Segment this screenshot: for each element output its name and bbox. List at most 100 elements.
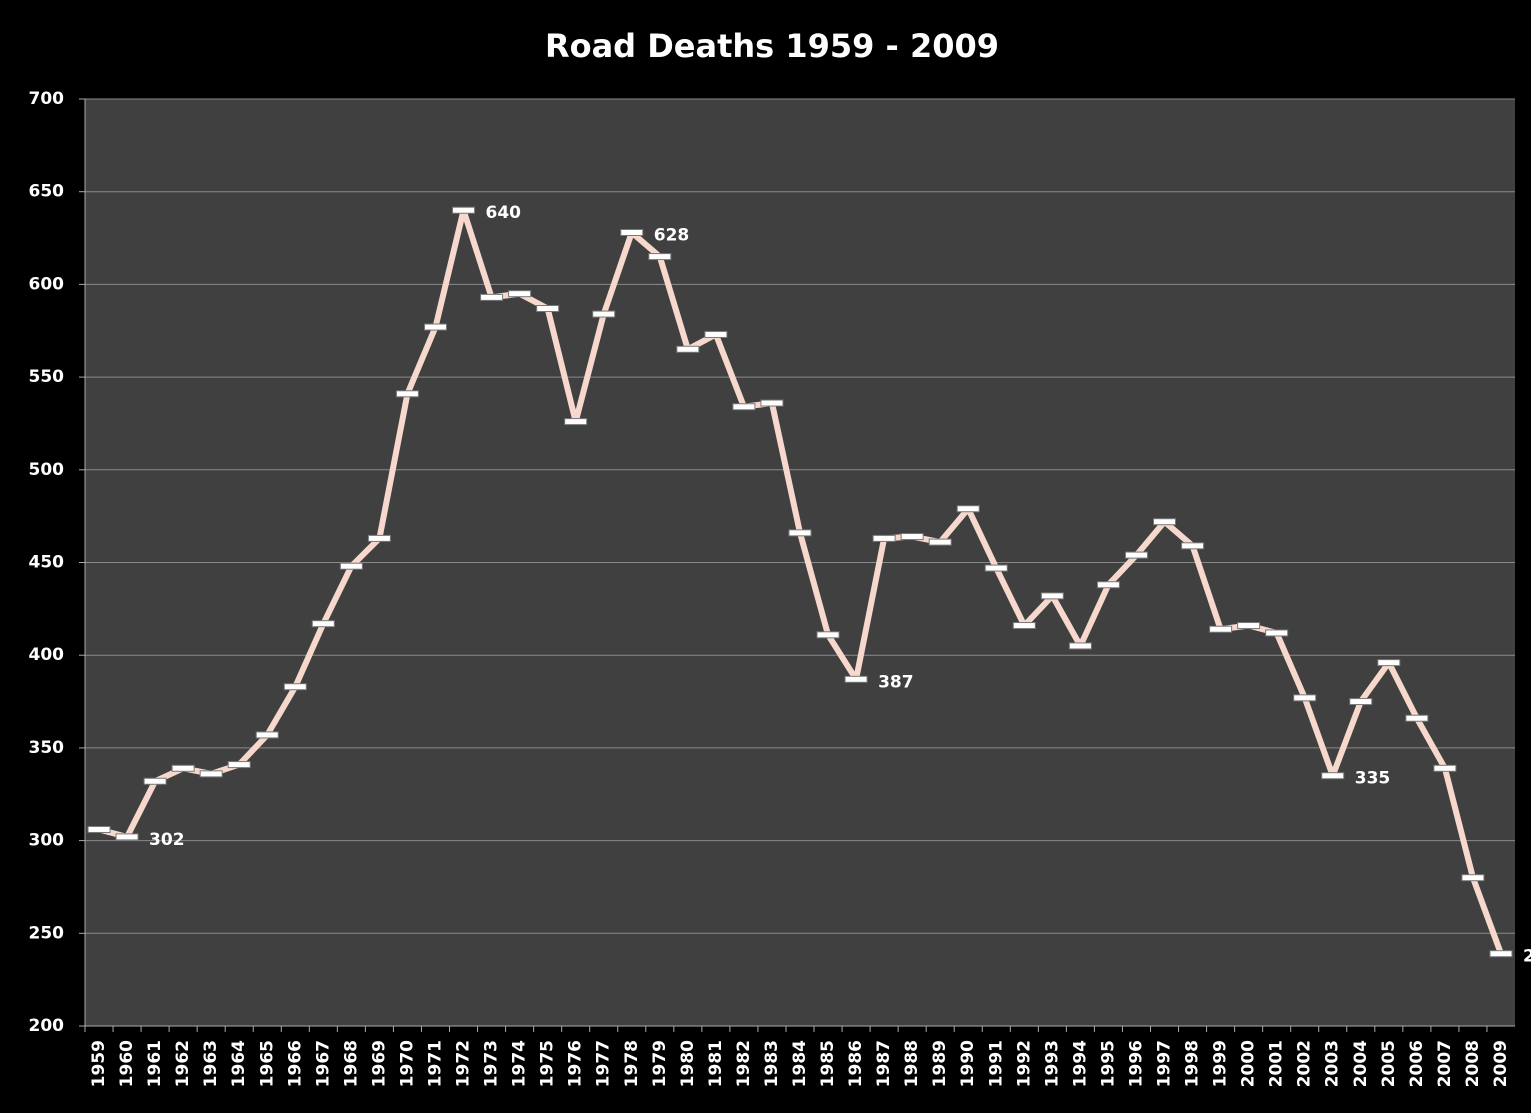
y-tick-label: 300 xyxy=(29,831,65,851)
marker xyxy=(283,683,307,691)
marker xyxy=(423,323,447,331)
marker xyxy=(115,833,139,841)
marker xyxy=(171,764,195,772)
x-tick-label: 1967 xyxy=(313,1040,333,1087)
chart-title: Road Deaths 1959 - 2009 xyxy=(545,27,999,65)
marker xyxy=(732,403,756,411)
x-tick-label: 1996 xyxy=(1126,1040,1146,1087)
marker xyxy=(508,290,532,298)
marker xyxy=(1181,542,1205,550)
x-tick-label: 1981 xyxy=(706,1040,726,1087)
marker xyxy=(87,825,111,833)
data-label: 302 xyxy=(149,830,185,850)
x-tick-label: 1961 xyxy=(145,1040,165,1087)
x-tick-label: 1976 xyxy=(566,1040,586,1087)
marker xyxy=(956,505,980,513)
x-tick-label: 1965 xyxy=(257,1040,277,1087)
x-tick-label: 1975 xyxy=(538,1040,558,1087)
y-tick-label: 600 xyxy=(29,274,65,294)
x-tick-label: 1977 xyxy=(594,1040,614,1087)
marker xyxy=(199,770,223,778)
x-tick-label: 1984 xyxy=(790,1040,810,1087)
marker xyxy=(1265,629,1289,637)
y-tick-label: 650 xyxy=(29,182,65,202)
x-tick-label: 1978 xyxy=(622,1040,642,1087)
x-tick-label: 1986 xyxy=(846,1040,866,1087)
marker xyxy=(1237,622,1261,630)
x-tick-label: 1962 xyxy=(173,1040,193,1087)
marker xyxy=(1377,659,1401,667)
x-tick-label: 1968 xyxy=(341,1040,361,1087)
marker xyxy=(311,620,335,628)
marker xyxy=(704,330,728,338)
marker xyxy=(928,538,952,546)
x-tick-label: 1959 xyxy=(89,1040,109,1087)
x-tick-label: 1971 xyxy=(425,1040,445,1087)
marker xyxy=(648,253,672,261)
marker xyxy=(1461,874,1485,882)
x-tick-label: 2000 xyxy=(1239,1040,1259,1087)
marker xyxy=(1153,518,1177,526)
y-tick-label: 700 xyxy=(29,89,65,109)
x-tick-label: 1974 xyxy=(510,1040,530,1087)
x-tick-label: 2004 xyxy=(1351,1040,1371,1087)
x-tick-label: 1969 xyxy=(369,1040,389,1087)
marker xyxy=(227,761,251,769)
marker xyxy=(1040,592,1064,600)
marker xyxy=(872,534,896,542)
x-tick-label: 1998 xyxy=(1183,1040,1203,1087)
x-tick-label: 1960 xyxy=(117,1040,137,1087)
marker xyxy=(1209,625,1233,633)
marker xyxy=(1405,714,1429,722)
marker xyxy=(255,731,279,739)
x-tick-label: 1995 xyxy=(1098,1040,1118,1087)
x-tick-label: 1980 xyxy=(678,1040,698,1087)
y-tick-label: 550 xyxy=(29,367,65,387)
data-label: 640 xyxy=(486,203,522,223)
marker xyxy=(1012,622,1036,630)
x-tick-label: 1983 xyxy=(762,1040,782,1087)
x-tick-label: 1988 xyxy=(902,1040,922,1087)
x-tick-label: 2006 xyxy=(1407,1040,1427,1087)
marker xyxy=(592,310,616,318)
x-tick-label: 2003 xyxy=(1323,1040,1343,1087)
x-tick-label: 2005 xyxy=(1379,1040,1399,1087)
marker xyxy=(452,206,476,214)
marker xyxy=(620,228,644,236)
x-tick-label: 2002 xyxy=(1295,1040,1315,1087)
data-label: 387 xyxy=(878,672,914,692)
marker xyxy=(143,777,167,785)
x-tick-label: 1997 xyxy=(1155,1040,1175,1087)
x-tick-label: 1999 xyxy=(1211,1040,1231,1087)
x-tick-label: 1966 xyxy=(285,1040,305,1087)
marker xyxy=(760,399,784,407)
marker xyxy=(844,675,868,683)
x-tick-label: 2007 xyxy=(1435,1040,1455,1087)
x-tick-label: 2009 xyxy=(1491,1040,1511,1087)
marker xyxy=(536,305,560,313)
x-tick-label: 2008 xyxy=(1463,1040,1483,1087)
marker xyxy=(1433,764,1457,772)
x-tick-label: 1987 xyxy=(874,1040,894,1087)
marker xyxy=(395,390,419,398)
marker xyxy=(480,293,504,301)
y-tick-label: 250 xyxy=(29,923,65,943)
x-tick-label: 1993 xyxy=(1042,1040,1062,1087)
x-tick-label: 1963 xyxy=(201,1040,221,1087)
x-tick-label: 1994 xyxy=(1070,1040,1090,1087)
y-tick-label: 450 xyxy=(29,553,65,573)
x-tick-label: 1982 xyxy=(734,1040,754,1087)
x-tick-label: 1992 xyxy=(1014,1040,1034,1087)
x-tick-label: 1964 xyxy=(229,1040,249,1087)
marker xyxy=(564,418,588,426)
y-tick-label: 400 xyxy=(29,645,65,665)
x-tick-label: 2001 xyxy=(1267,1040,1287,1087)
marker xyxy=(367,534,391,542)
marker xyxy=(1321,772,1345,780)
x-tick-label: 1972 xyxy=(454,1040,474,1087)
marker xyxy=(339,562,363,570)
x-tick-label: 1979 xyxy=(650,1040,670,1087)
marker xyxy=(1349,698,1373,706)
marker xyxy=(1068,642,1092,650)
